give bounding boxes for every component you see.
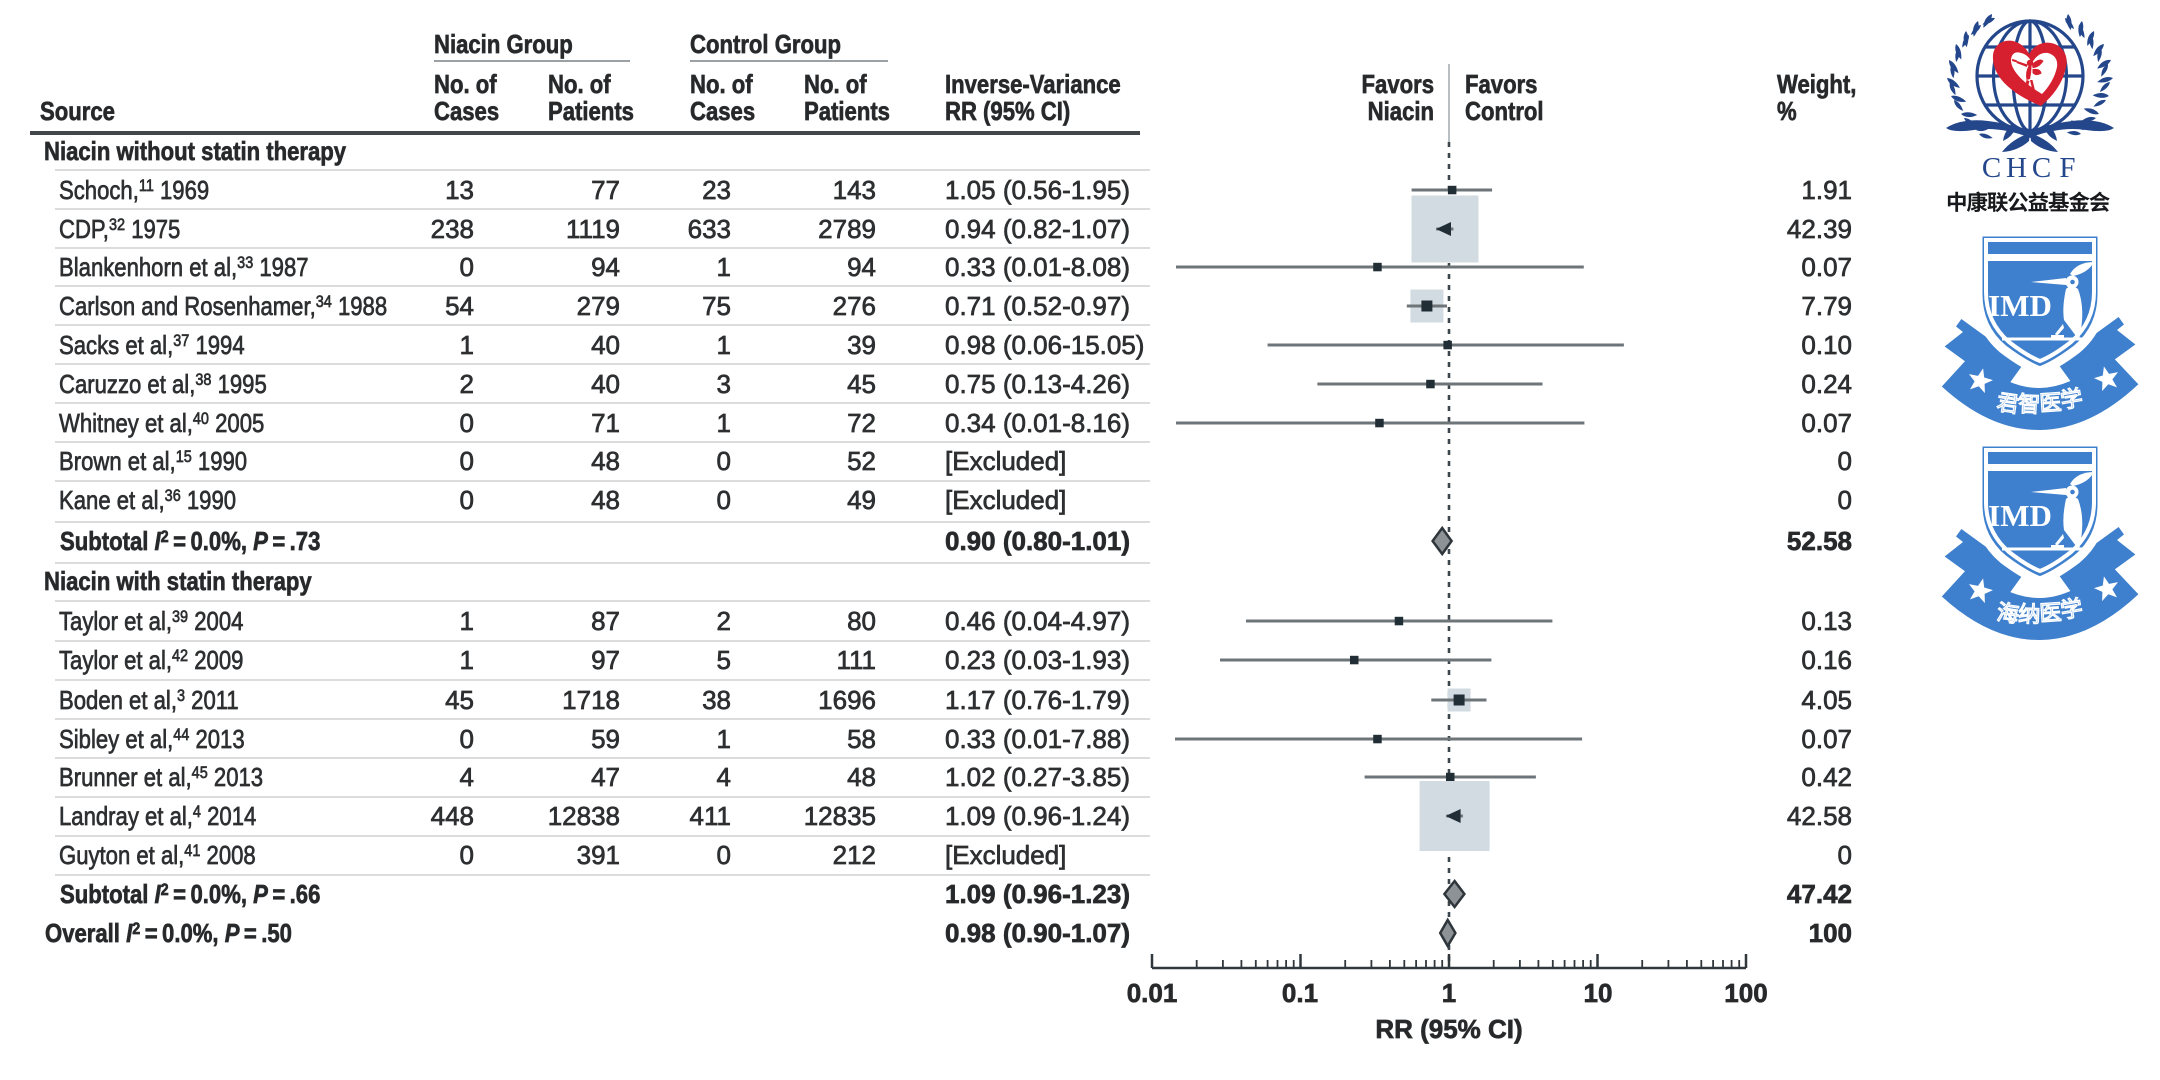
svg-text:IMD: IMD [1988,288,2052,323]
svg-text:IMD: IMD [1988,498,2052,533]
svg-text:C: C [2032,152,2051,184]
svg-text:F: F [2059,152,2075,184]
svg-text:H: H [2006,152,2027,184]
svg-text:C: C [1982,152,2001,184]
